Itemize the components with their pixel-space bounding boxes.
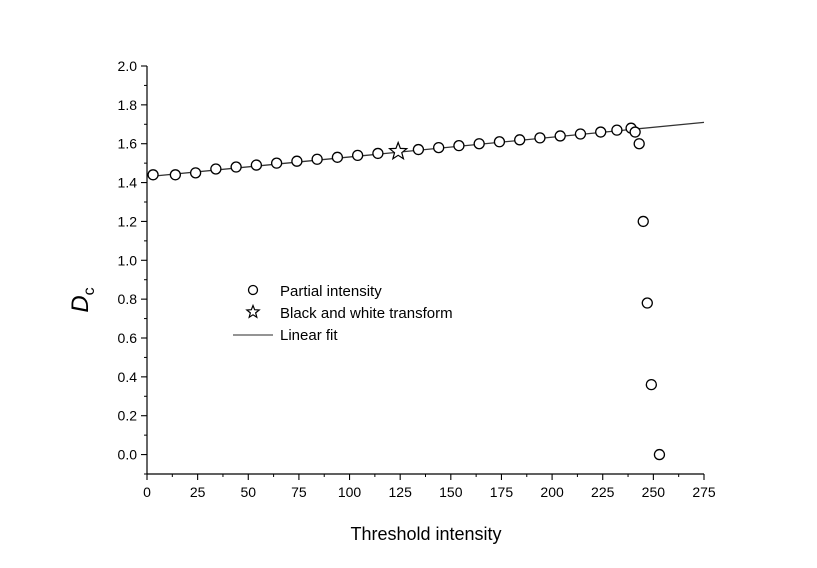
data-point-star [387, 140, 409, 161]
x-tick-label: 125 [389, 484, 413, 500]
data-point-circle [412, 143, 425, 156]
data-point-circle [574, 128, 587, 140]
data-point-circle [629, 126, 641, 138]
legend-label-black-and-white-transform: Black and white transform [280, 305, 453, 322]
data-point-circle [514, 134, 526, 146]
data-point-circle [147, 169, 159, 181]
data-point-circle [473, 138, 485, 150]
y-axis-title-subscript: c [81, 287, 98, 295]
y-tick-label: 1.0 [118, 252, 138, 268]
plot-area: 0 25 50 75 100 125 150 175 200 225 250 275 0.00.20.… [118, 58, 716, 500]
data-point-circle [637, 215, 649, 228]
y-tick-label: 0.2 [118, 408, 138, 424]
x-tick-label: 150 [439, 484, 463, 500]
y-tick-label: 1.8 [118, 97, 138, 113]
data-point-circle [534, 132, 546, 144]
y-tick-label: 0.4 [118, 369, 138, 385]
data-point-circle [331, 151, 344, 163]
data-point-circle [653, 448, 666, 461]
y-axis-title-main: D [67, 295, 94, 312]
svg-text:Dc: Dc [67, 287, 98, 312]
data-point-circle [433, 141, 445, 154]
x-tick-label: 25 [190, 484, 206, 500]
y-tick-label: 0.6 [118, 330, 138, 346]
y-tick-label: 1.2 [118, 213, 138, 229]
y-tick-label: 2.0 [118, 58, 138, 74]
data-point-circle [250, 159, 263, 171]
data-point-circle [641, 297, 653, 309]
y-tick-label: 1.6 [118, 136, 138, 152]
data-point-circle [554, 130, 566, 142]
data-point-circle [210, 163, 222, 175]
legend-circle-marker [247, 284, 259, 296]
x-tick-label: 50 [240, 484, 256, 500]
y-tick-label: 0.0 [118, 447, 138, 463]
x-axis-ticks: 0 25 50 75 100 125 150 175 200 225 250 275 [143, 474, 716, 500]
x-tick-label: 200 [540, 484, 564, 500]
y-tick-label: 1.4 [118, 175, 138, 191]
data-point-circle [645, 378, 657, 391]
legend-label-linear-fit: Linear fit [280, 327, 338, 344]
data-point-circle [270, 157, 283, 169]
x-tick-label: 0 [143, 484, 151, 500]
y-tick-label: 0.8 [118, 291, 138, 307]
x-tick-label: 175 [490, 484, 514, 500]
data-point-circle [169, 169, 182, 181]
y-axis-title: Dc [67, 287, 98, 312]
x-tick-label: 225 [591, 484, 615, 500]
data-point-circle [611, 124, 623, 136]
x-tick-label: 275 [692, 484, 716, 500]
legend-star-marker [245, 303, 261, 319]
series-layer [146, 121, 705, 461]
x-tick-label: 100 [338, 484, 362, 500]
data-point-circle [595, 126, 607, 138]
x-tick-label: 75 [291, 484, 307, 500]
y-axis-ticks: 0.0 0.2 0.4 0.6 0.8 1.0 1.2 1.4 1.6 1.8 2.0 [118, 58, 147, 475]
legend-label-partial-intensity: Partial intensity [280, 283, 382, 300]
legend: Partial intensity Black and white transf… [233, 283, 453, 344]
data-point-circle [453, 140, 465, 152]
x-axis-title: Threshold intensity [350, 524, 501, 544]
data-point-circle [372, 147, 384, 160]
data-point-circle [633, 138, 645, 150]
data-point-circle [311, 153, 323, 165]
data-point-circle [351, 149, 364, 162]
data-point-circle [291, 155, 303, 167]
data-point-circle [493, 136, 506, 148]
data-point-circle [230, 161, 242, 173]
x-tick-label: 250 [642, 484, 666, 500]
data-point-circle [189, 167, 202, 179]
